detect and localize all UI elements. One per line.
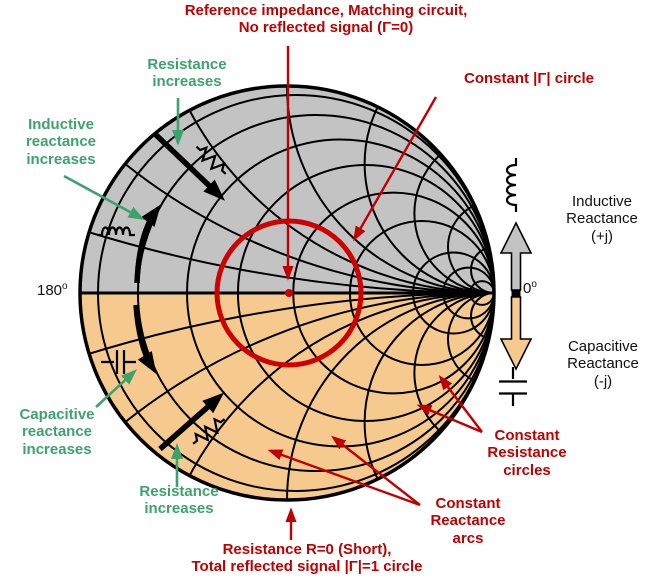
inductor-icon (505, 158, 518, 212)
capacitive-axis-arrow-down (499, 296, 533, 371)
resistor-icon (192, 417, 226, 445)
angle-0-label: 0o (523, 279, 537, 297)
constant-gamma-pointer (353, 96, 438, 242)
reactance-axis-indicator (499, 158, 533, 406)
capacitive-reactance-increases-arrow (133, 304, 157, 375)
resistance-increases-label-top: Resistance increases (147, 56, 227, 91)
axis-arrow-band (511, 290, 521, 297)
short-circuit-label: Resistance R=0 (Short), Total reflected … (191, 541, 423, 576)
inductive-reactance-pointer (63, 174, 145, 220)
resistance-increases-arrow-bottom (158, 392, 225, 452)
inductive-reactance-axis-label: Inductive Reactance (+j) (566, 193, 638, 245)
capacitive-reactance-increases-label: Capacitive reactance increases (19, 406, 95, 458)
reference-impedance-label: Reference impedance, Matching circuit, N… (184, 2, 468, 37)
angle-180-value: 180 (37, 282, 63, 299)
red-annotation-arrows (267, 46, 483, 540)
capacitor-icon (101, 350, 136, 374)
constant-reactance-pointer-2 (267, 449, 421, 507)
constant-reactance-pointer-1 (331, 435, 421, 506)
angle-180-sup: o (62, 281, 68, 292)
constant-resistance-pointer-2 (416, 404, 483, 434)
angle-0-value: 0 (523, 280, 532, 297)
constant-resistance-circles-label: Constant Resistance circles (487, 427, 567, 479)
capacitive-reactance-axis-label: Capacitive Reactance (-j) (567, 338, 639, 390)
resistance-increases-arrow-top (153, 132, 225, 201)
inductor-icon (97, 226, 135, 237)
inductive-reactance-increases-label: Inductive reactance increases (25, 116, 97, 168)
capacitor-icon (499, 367, 527, 406)
chart-component-icons (97, 145, 227, 445)
green-annotation-arrows (63, 98, 185, 487)
constant-reactance-arcs-label: Constant Reactance arcs (430, 495, 506, 547)
resistor-icon (195, 145, 227, 175)
angle-180-label: 180o (37, 281, 68, 299)
direction-arrows (133, 132, 225, 452)
resistance-increases-label-bottom: Resistance increases (139, 483, 219, 518)
angle-0-sup: o (531, 279, 537, 290)
capacitive-reactance-pointer (95, 369, 137, 408)
inductive-reactance-increases-arrow (134, 204, 161, 284)
constant-gamma-label: Constant |Γ| circle (464, 70, 594, 87)
constant-resistance-pointer-1 (438, 375, 483, 433)
